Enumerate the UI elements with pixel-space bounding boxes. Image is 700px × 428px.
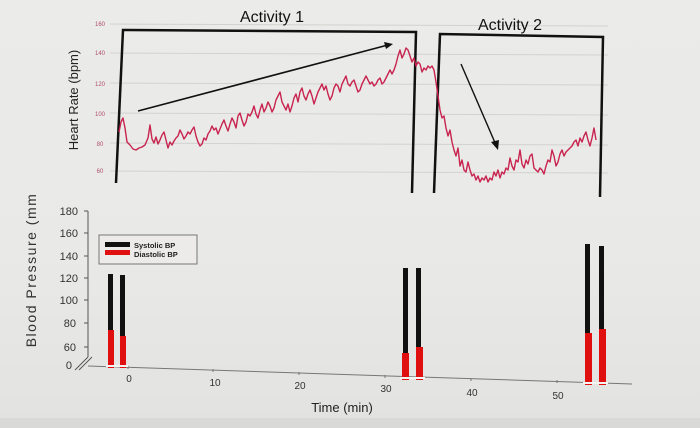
legend-diastolic-label: Diastolic BP	[134, 250, 178, 259]
x-tick: 0	[126, 374, 132, 385]
photo-shadow	[0, 418, 700, 428]
hr-tick: 140	[95, 51, 106, 57]
hr-tick: 120	[95, 82, 106, 88]
bp-tick: 180	[60, 206, 78, 218]
hr-gridlines	[109, 23, 609, 174]
bp-y-axis	[84, 210, 89, 357]
x-axis	[87, 365, 633, 385]
bp-tick: 80	[64, 318, 76, 330]
bp-tick: 0	[66, 360, 72, 372]
hr-axis-title: Heart Rate (bpm)	[66, 50, 81, 150]
x-tick: 40	[466, 388, 478, 399]
bp-tick: 160	[60, 228, 78, 240]
x-axis-title: Time (min)	[311, 400, 373, 415]
hr-tick: 60	[97, 169, 104, 175]
legend-systolic-label: Systolic BP	[134, 241, 175, 250]
bar-base-marks	[106, 365, 608, 384]
activity2-frame	[432, 32, 605, 198]
x-tick: 10	[209, 378, 221, 389]
hr-y-ticks: 160 140 120 100 80 60	[95, 22, 106, 175]
bp-bars-baseline	[108, 274, 126, 368]
hr-tick: 100	[95, 112, 106, 118]
legend-diastolic-swatch	[105, 250, 130, 255]
bp-tick: 60	[64, 342, 76, 354]
hr-rising-arrow	[137, 42, 393, 112]
activity1-frame	[114, 28, 418, 194]
activity1-title: Activity 1	[240, 9, 304, 26]
hr-falling-arrow	[460, 63, 499, 150]
activity2-title: Activity 2	[478, 17, 542, 34]
hr-tick: 80	[97, 142, 104, 148]
x-tick: 20	[294, 381, 306, 392]
x-tick: 30	[380, 384, 392, 395]
bp-bars-after-activity2	[585, 244, 606, 385]
x-ticks: 0 10 20 30 40 50	[126, 374, 564, 402]
heart-rate-line	[118, 47, 597, 183]
legend: Systolic BP Diastolic BP	[98, 234, 198, 265]
bp-tick: 120	[60, 273, 78, 285]
bp-tick: 140	[60, 251, 78, 263]
bp-y-ticks: 180 160 140 120 100 80 60 0	[60, 206, 78, 372]
bp-tick: 100	[60, 295, 78, 307]
axis-break-icon	[74, 356, 93, 371]
hr-tick: 160	[95, 22, 106, 28]
bp-axis-title: Blood Pressure (mm	[23, 193, 39, 348]
legend-systolic-swatch	[105, 242, 130, 247]
bp-bars-after-activity1	[402, 268, 423, 380]
x-tick: 50	[552, 391, 564, 402]
